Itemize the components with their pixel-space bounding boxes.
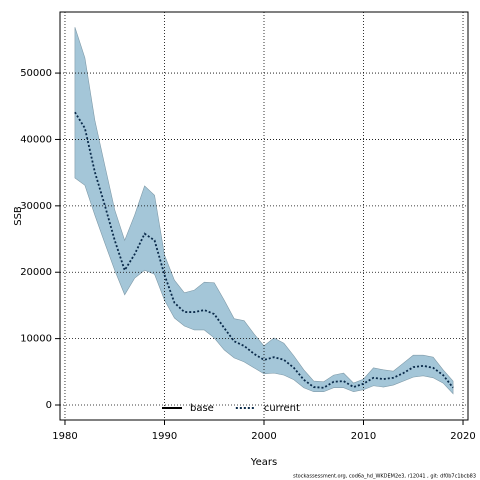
x-tick-label: 2010: [351, 431, 376, 442]
footer: stockassessment.org, cod6a_hd_WKDEM2e3, …: [293, 474, 476, 480]
series-line: [74, 111, 454, 389]
plot-frame: [59, 11, 469, 421]
x-axis-label: Years: [250, 457, 277, 468]
y-tick-label: 10000: [20, 334, 52, 345]
y-tick-label: 40000: [20, 134, 52, 145]
x-tick-label: 1990: [152, 431, 177, 442]
y-tick-label: 30000: [20, 201, 52, 212]
x-tick-label: 1980: [52, 431, 77, 442]
y-axis-label: SSB: [13, 206, 24, 226]
y-tick-label: 20000: [20, 267, 52, 278]
x-tick-label: 2020: [450, 431, 475, 442]
confidence-band: [74, 27, 454, 395]
y-tick-label: 0: [46, 400, 52, 411]
legend-label: base: [190, 403, 214, 414]
x-tick-label: 2000: [251, 431, 276, 442]
legend-label: current: [264, 403, 300, 414]
y-tick-label: 50000: [20, 68, 52, 79]
